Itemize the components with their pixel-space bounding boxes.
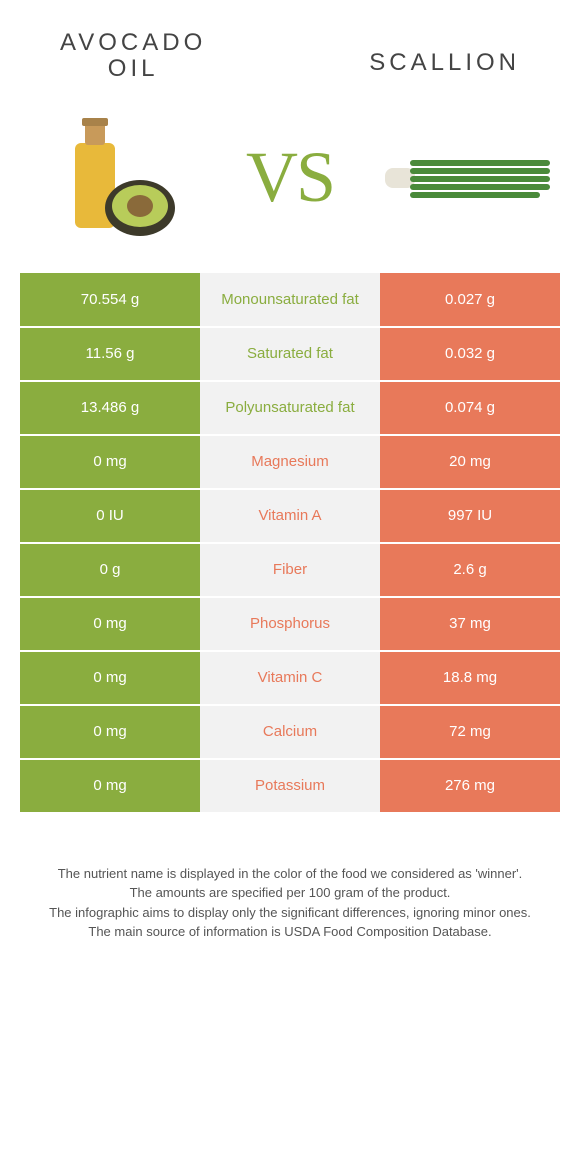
nutrient-label: Polyunsaturated fat [200,381,380,435]
footer-notes: The nutrient name is displayed in the co… [0,814,580,942]
right-value: 72 mg [380,705,560,759]
right-value: 0.074 g [380,381,560,435]
left-value: 0 mg [20,759,200,813]
footer-line2: The amounts are specified per 100 gram o… [40,883,540,903]
table-row: 70.554 gMonounsaturated fat0.027 g [20,273,560,327]
nutrient-label: Potassium [200,759,380,813]
right-value: 997 IU [380,489,560,543]
comparison-table: 70.554 gMonounsaturated fat0.027 g11.56 … [20,273,560,814]
right-value: 0.032 g [380,327,560,381]
nutrient-label: Vitamin A [200,489,380,543]
footer-line3: The infographic aims to display only the… [40,903,540,923]
nutrient-label: Fiber [200,543,380,597]
table-row: 0 mgMagnesium20 mg [20,435,560,489]
table-row: 11.56 gSaturated fat0.032 g [20,327,560,381]
header: AVOCADO OIL SCALLION [0,0,580,93]
right-value: 0.027 g [380,273,560,327]
table-row: 0 mgCalcium72 mg [20,705,560,759]
left-value: 0 g [20,543,200,597]
right-food-title: SCALLION [369,30,520,83]
footer-line1: The nutrient name is displayed in the co… [40,864,540,884]
table-row: 0 mgPotassium276 mg [20,759,560,813]
table-row: 0 mgVitamin C18.8 mg [20,651,560,705]
right-value: 2.6 g [380,543,560,597]
left-value: 70.554 g [20,273,200,327]
scallion-image [380,108,550,248]
left-value: 13.486 g [20,381,200,435]
avocado-oil-image [30,108,200,248]
images-row: VS [0,93,580,273]
left-value: 0 mg [20,705,200,759]
table-row: 0 gFiber2.6 g [20,543,560,597]
right-value: 20 mg [380,435,560,489]
right-value: 18.8 mg [380,651,560,705]
right-value: 37 mg [380,597,560,651]
footer-line4: The main source of information is USDA F… [40,922,540,942]
nutrient-label: Monounsaturated fat [200,273,380,327]
left-value: 0 mg [20,597,200,651]
nutrient-label: Magnesium [200,435,380,489]
right-title: SCALLION [369,49,520,76]
vs-text: VS [246,136,334,219]
table-row: 0 mgPhosphorus37 mg [20,597,560,651]
nutrient-label: Phosphorus [200,597,380,651]
left-value: 0 mg [20,435,200,489]
nutrient-label: Calcium [200,705,380,759]
left-title-line2: OIL [108,55,159,82]
left-title-line1: AVOCADO [60,29,206,56]
left-value: 0 IU [20,489,200,543]
nutrient-label: Saturated fat [200,327,380,381]
right-value: 276 mg [380,759,560,813]
left-value: 0 mg [20,651,200,705]
table-row: 0 IUVitamin A997 IU [20,489,560,543]
left-food-title: AVOCADO OIL [60,30,206,83]
nutrient-label: Vitamin C [200,651,380,705]
table-row: 13.486 gPolyunsaturated fat0.074 g [20,381,560,435]
left-value: 11.56 g [20,327,200,381]
